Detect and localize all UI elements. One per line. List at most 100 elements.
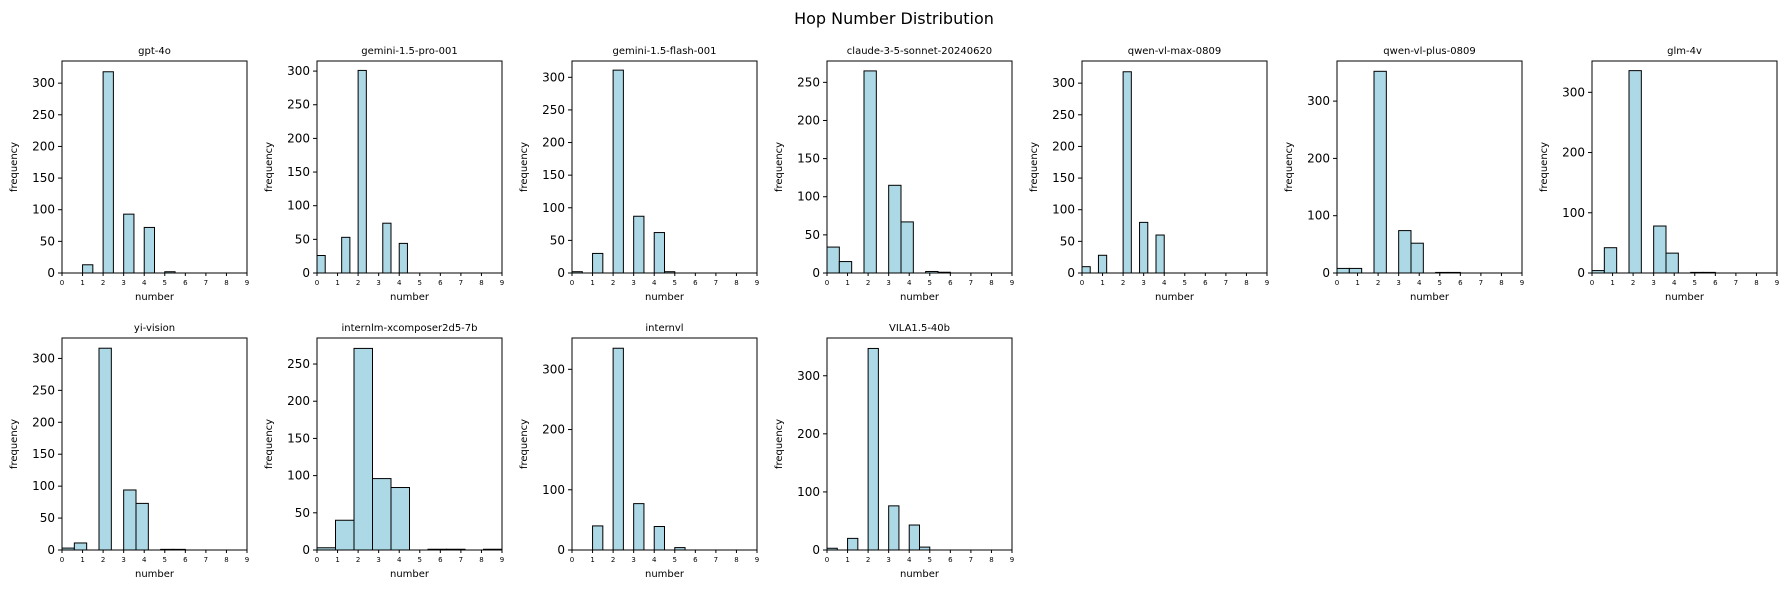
y-tick-label: 300 — [542, 362, 565, 376]
histogram-bar — [1097, 254, 1108, 274]
y-tick-label: 250 — [1052, 108, 1075, 122]
y-tick-label: 250 — [32, 383, 55, 397]
x-axis-label: number — [900, 569, 940, 580]
x-tick-label: 2 — [866, 556, 870, 564]
subplot-6: glm-4v 0 100 200 300 0 1 2 3 4 5 6 7 8 9 number frequenc… — [1539, 46, 1779, 303]
x-axis-label: number — [135, 569, 175, 580]
x-axis-label: number — [1665, 292, 1705, 303]
x-tick-label: 0 — [570, 556, 574, 564]
x-tick-label: 9 — [245, 279, 249, 287]
histogram-bar — [1122, 71, 1132, 274]
y-tick-label: 50 — [40, 234, 55, 248]
x-tick-label: 7 — [969, 279, 973, 287]
histogram-bar — [888, 505, 900, 551]
y-tick-label: 50 — [295, 232, 310, 246]
histogram-bar — [826, 246, 840, 274]
y-tick-label: 200 — [287, 131, 310, 145]
histogram-bar — [838, 261, 853, 274]
axes-frame — [571, 60, 758, 274]
x-tick-label: 6 — [183, 279, 188, 287]
x-tick-label: 6 — [948, 279, 953, 287]
y-axis-label: frequency — [264, 142, 275, 192]
y-tick-label: 100 — [1562, 206, 1585, 220]
x-tick-label: 0 — [825, 279, 829, 287]
y-axis-label: frequency — [1029, 142, 1040, 192]
subplot-9: internvl 0 100 200 300 0 1 2 3 4 5 6 7 8 9 number freque… — [519, 323, 759, 580]
histogram-bar — [102, 71, 114, 274]
y-tick-label: 100 — [1307, 209, 1330, 223]
axes-frame — [61, 337, 248, 551]
histogram-bar — [390, 487, 410, 551]
histogram-bar — [82, 264, 94, 274]
histogram-bar — [123, 213, 135, 274]
histogram-bar — [653, 232, 666, 274]
x-tick-label: 5 — [418, 556, 422, 564]
y-tick-label: 150 — [797, 152, 820, 166]
x-tick-label: 7 — [714, 279, 718, 287]
x-tick-label: 6 — [1458, 279, 1463, 287]
histogram-bar — [1081, 266, 1091, 274]
x-tick-label: 0 — [1335, 279, 1339, 287]
x-tick-label: 4 — [652, 556, 657, 564]
x-tick-label: 8 — [479, 279, 483, 287]
y-tick-label: 150 — [32, 171, 55, 185]
x-tick-label: 8 — [734, 556, 738, 564]
subplot-7: yi-vision 0 50 100 150 200 250 300 0 1 2 3 4 5 6 7 8 9 num… — [9, 323, 249, 580]
subplot-5: qwen-vl-plus-0809 0 100 200 300 0 1 2 3 4 5 6 7 8 9 num… — [1284, 46, 1524, 303]
y-tick-label: 0 — [302, 543, 310, 557]
subplot-title: gemini-1.5-pro-001 — [361, 46, 458, 57]
x-axis-label: number — [135, 292, 175, 303]
x-tick-label: 1 — [80, 556, 84, 564]
x-tick-label: 7 — [1224, 279, 1228, 287]
histogram-bar — [900, 221, 914, 274]
y-tick-label: 100 — [1052, 203, 1075, 217]
x-axis-label: number — [390, 292, 430, 303]
x-tick-label: 5 — [163, 556, 167, 564]
y-tick-label: 200 — [797, 113, 820, 127]
histogram-bar — [1348, 267, 1363, 274]
subplot-title: gemini-1.5-flash-001 — [613, 46, 717, 57]
y-tick-label: 100 — [797, 485, 820, 499]
y-tick-label: 0 — [1322, 266, 1330, 280]
x-tick-label: 3 — [631, 279, 635, 287]
y-tick-label: 200 — [1562, 146, 1585, 160]
x-tick-label: 3 — [1396, 279, 1400, 287]
x-tick-label: 3 — [376, 556, 380, 564]
x-tick-label: 8 — [1244, 279, 1248, 287]
y-tick-label: 300 — [287, 64, 310, 78]
x-tick-label: 6 — [438, 279, 443, 287]
subplot-title: qwen-vl-plus-0809 — [1383, 46, 1475, 57]
y-tick-label: 150 — [542, 168, 565, 182]
histogram-bar — [382, 222, 392, 274]
x-tick-label: 8 — [479, 556, 483, 564]
y-axis-label: frequency — [9, 142, 20, 192]
x-tick-label: 5 — [928, 556, 932, 564]
y-tick-label: 150 — [287, 165, 310, 179]
x-tick-label: 7 — [204, 556, 208, 564]
subplot-10: VILA1.5-40b 0 100 200 300 0 1 2 3 4 5 6 7 8 9 number fre… — [774, 323, 1014, 580]
y-tick-label: 150 — [287, 431, 310, 445]
x-tick-label: 4 — [1417, 279, 1422, 287]
histogram-bar — [353, 347, 373, 551]
histogram-bar — [863, 70, 877, 274]
y-axis-label: frequency — [1539, 142, 1550, 192]
histogram-bar — [1628, 70, 1642, 274]
x-tick-label: 4 — [1162, 279, 1167, 287]
x-tick-label: 0 — [60, 556, 64, 564]
x-tick-label: 1 — [1610, 279, 1614, 287]
y-tick-label: 0 — [812, 543, 820, 557]
x-tick-label: 5 — [163, 279, 167, 287]
histogram-bar — [135, 502, 149, 551]
x-tick-label: 9 — [500, 556, 504, 564]
x-tick-label: 8 — [734, 279, 738, 287]
histogram-bar — [143, 226, 156, 274]
x-tick-label: 6 — [1713, 279, 1718, 287]
subplot-title: VILA1.5-40b — [889, 323, 950, 334]
histogram-bar — [372, 478, 392, 551]
axes-frame — [316, 60, 503, 274]
y-tick-label: 50 — [550, 233, 565, 247]
y-tick-label: 200 — [32, 415, 55, 429]
x-tick-label: 3 — [121, 279, 125, 287]
x-tick-label: 3 — [631, 556, 635, 564]
x-tick-label: 7 — [1479, 279, 1483, 287]
